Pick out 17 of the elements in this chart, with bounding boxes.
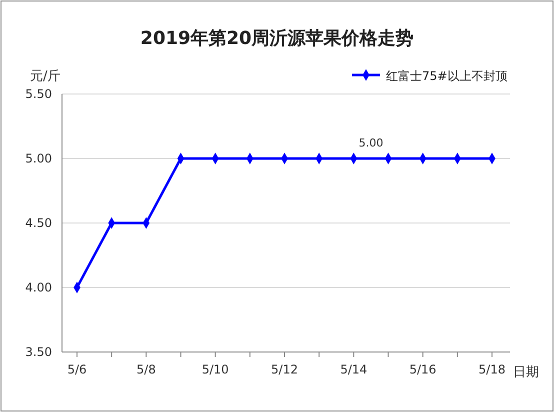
x-axis-title: 日期 [513, 365, 539, 380]
y-tick-label: 5.50 [25, 86, 52, 101]
chart-title: 2019年第20周沂源苹果价格走势 [140, 28, 414, 49]
y-tick-label: 4.50 [25, 216, 52, 230]
x-tick-label: 5/14 [340, 362, 368, 377]
x-tick-label: 5/10 [202, 362, 229, 377]
x-tick-label: 5/6 [67, 362, 87, 377]
x-tick-label: 5/8 [136, 362, 156, 377]
y-axis-title: 元/斤 [30, 69, 60, 84]
x-tick-label: 5/18 [478, 362, 506, 377]
x-tick-label: 5/16 [409, 362, 436, 377]
y-tick-label: 4.00 [25, 280, 52, 294]
y-tick-label: 5.00 [25, 151, 52, 166]
y-tick-label: 3.50 [25, 344, 52, 359]
x-tick-label: 5/12 [271, 362, 298, 377]
legend-label: 红富士75#以上不封顶 [386, 69, 508, 83]
annotation: 5.00 [358, 136, 384, 150]
